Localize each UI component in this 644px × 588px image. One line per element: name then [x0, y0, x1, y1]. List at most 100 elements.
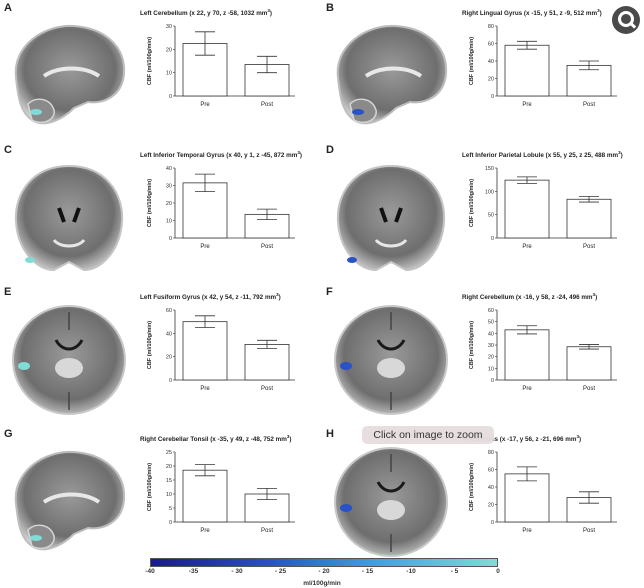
- colorbar-tick-label: - 15: [361, 568, 374, 575]
- bar-pre: [504, 179, 550, 239]
- y-tick-label: 20: [488, 355, 494, 361]
- y-tick-label: 0: [491, 378, 494, 384]
- y-axis-label: CBF (ml/100g/min): [469, 321, 475, 369]
- bar-chart: 0 10 20 30 CBF (ml/100g/min) Pre Post: [147, 24, 295, 108]
- y-tick-label: 0: [169, 94, 172, 100]
- colorbar-tick-label: - 5: [450, 568, 459, 575]
- y-tick-label: 40: [166, 166, 172, 172]
- y-tick-label: 40: [488, 59, 494, 65]
- y-tick-label: 20: [166, 201, 172, 207]
- y-axis-label: CBF (ml/100g/min): [469, 37, 475, 85]
- panel-d[interactable]: D Left Inferior Parietal Lobule (x 55, y …: [322, 142, 644, 284]
- panel-letter: E: [4, 286, 12, 298]
- axial-brain-slice: [12, 305, 126, 415]
- chart-title: Left Cerebellum (x 22, y 70, z -58, 1032…: [140, 8, 273, 18]
- x-tick-label: Pre: [522, 528, 532, 534]
- panel-letter: A: [4, 2, 12, 14]
- colorbar-gradient: [150, 558, 498, 567]
- chart-title: Right Cerebellar Tonsil (x -35, y 49, z …: [140, 434, 292, 444]
- x-tick-label: Pre: [522, 386, 532, 392]
- colorbar-tick-label: - 20: [318, 568, 330, 575]
- y-tick-label: 80: [488, 24, 494, 30]
- bar-chart: 0 20 40 60 CBF (ml/100g/min) Pre Post: [147, 308, 295, 392]
- zoom-magnifier-icon[interactable]: [612, 6, 640, 34]
- x-tick-label: Pre: [200, 528, 210, 534]
- x-tick-label: Post: [583, 528, 595, 534]
- panel-g[interactable]: G Right Cerebellar Tonsil (x -35, y 49, z…: [0, 426, 322, 568]
- y-tick-label: 60: [488, 42, 494, 48]
- x-tick-label: Post: [261, 386, 273, 392]
- y-tick-label: 30: [488, 343, 494, 349]
- y-tick-label: 0: [491, 520, 494, 526]
- y-tick-label: 0: [169, 520, 172, 526]
- bar-post: [244, 64, 290, 97]
- panel-letter: B: [326, 2, 334, 14]
- panel-h[interactable]: H Precuneous (x -17, y 56, z -21, 696 mm3…: [322, 426, 644, 568]
- chart-title: Left Fusiform Gyrus (x 42, y 54, z -11, …: [140, 292, 281, 302]
- colorbar-unit: ml/100g/min: [303, 580, 341, 587]
- y-tick-label: 60: [488, 468, 494, 474]
- panel-letter: F: [326, 286, 333, 298]
- y-tick-label: 20: [166, 47, 172, 53]
- y-tick-label: 10: [166, 492, 172, 498]
- colorbar-tick-label: -40: [145, 568, 155, 575]
- bar-pre: [504, 329, 550, 381]
- chart-title: Left Inferior Temporal Gyrus (x 40, y 1,…: [140, 150, 302, 160]
- y-tick-label: 30: [166, 24, 172, 30]
- x-tick-label: Post: [261, 244, 273, 250]
- colorbar-tick-label: - 25: [274, 568, 287, 575]
- colorbar-tick-label: 0: [496, 568, 500, 575]
- panel-f[interactable]: F Right Cerebellum (x -16, y 58, z -24, 4…: [322, 284, 644, 426]
- y-tick-label: 40: [488, 331, 494, 337]
- panel-b[interactable]: B Right Lingual Gyrus (x -15, y 51, z -9,…: [322, 0, 644, 142]
- coronal-brain-slice: [336, 164, 446, 272]
- y-axis-label: CBF (ml/100g/min): [147, 321, 153, 369]
- y-tick-label: 20: [488, 503, 494, 509]
- colorbar-ticks: -40 -35 - 30 - 25 - 20 - 15 -10 - 5 0: [145, 567, 500, 576]
- y-tick-label: 0: [491, 94, 494, 100]
- y-axis-label: CBF (ml/100g/min): [147, 179, 153, 227]
- panel-a[interactable]: A Left Cerebellum (x 22, y 70, z -58, 103…: [0, 0, 322, 142]
- panel-c[interactable]: C Left Inferior Temporal Gyrus (x 40, y 1…: [0, 142, 322, 284]
- y-tick-label: 20: [166, 464, 172, 470]
- y-tick-label: 100: [485, 189, 494, 195]
- x-tick-label: Pre: [522, 244, 532, 250]
- x-tick-label: Pre: [200, 244, 210, 250]
- bar-pre: [504, 473, 550, 523]
- chart-title: Right Lingual Gyrus (x -15, y 51, z -9, …: [462, 8, 602, 18]
- bar-chart: 0 50 100 150 CBF (ml/100g/min) Pre Post: [469, 166, 617, 250]
- colorbar-tick-label: -10: [406, 568, 416, 575]
- x-tick-label: Post: [583, 102, 595, 108]
- bar-chart: 0 20 40 60 80 CBF (ml/100g/min) Pre Post: [469, 450, 617, 534]
- y-tick-label: 0: [491, 236, 494, 242]
- bar-post: [566, 346, 612, 381]
- axial-brain-slice: [334, 305, 448, 415]
- x-tick-label: Pre: [522, 102, 532, 108]
- y-tick-label: 0: [169, 236, 172, 242]
- y-tick-label: 10: [166, 219, 172, 225]
- bar-chart: 0 10 20 30 40 50 60 CBF (ml/100g/min) Pre Post: [469, 308, 617, 392]
- y-tick-label: 50: [488, 320, 494, 326]
- y-axis-label: CBF (ml/100g/min): [147, 463, 153, 511]
- y-tick-label: 150: [485, 166, 494, 172]
- colorbar-tick-label: - 30: [231, 568, 243, 575]
- chart-title: Right Cerebellum (x -16, y 58, z -24, 49…: [462, 292, 598, 302]
- y-tick-label: 20: [488, 77, 494, 83]
- coronal-brain-slice: [14, 164, 124, 272]
- x-tick-label: Post: [261, 102, 273, 108]
- sagittal-brain-slice: [14, 24, 126, 125]
- bar-post: [566, 198, 612, 239]
- x-tick-label: Pre: [200, 386, 210, 392]
- panel-letter: G: [4, 428, 13, 440]
- bar-chart: 0 5 10 15 20 25 CBF (ml/100g/min) Pre Post: [147, 450, 295, 534]
- colorbar: -40 -35 - 30 - 25 - 20 - 15 -10 - 5 0: [145, 558, 500, 576]
- panel-e[interactable]: E Left Fusiform Gyrus (x 42, y 54, z -11,…: [0, 284, 322, 426]
- y-tick-label: 60: [488, 308, 494, 314]
- panel-letter: H: [326, 428, 334, 440]
- y-tick-label: 50: [488, 213, 494, 219]
- y-tick-label: 80: [488, 450, 494, 456]
- y-tick-label: 5: [169, 506, 172, 512]
- y-tick-label: 30: [166, 184, 172, 190]
- y-tick-label: 10: [166, 71, 172, 77]
- y-tick-label: 0: [169, 378, 172, 384]
